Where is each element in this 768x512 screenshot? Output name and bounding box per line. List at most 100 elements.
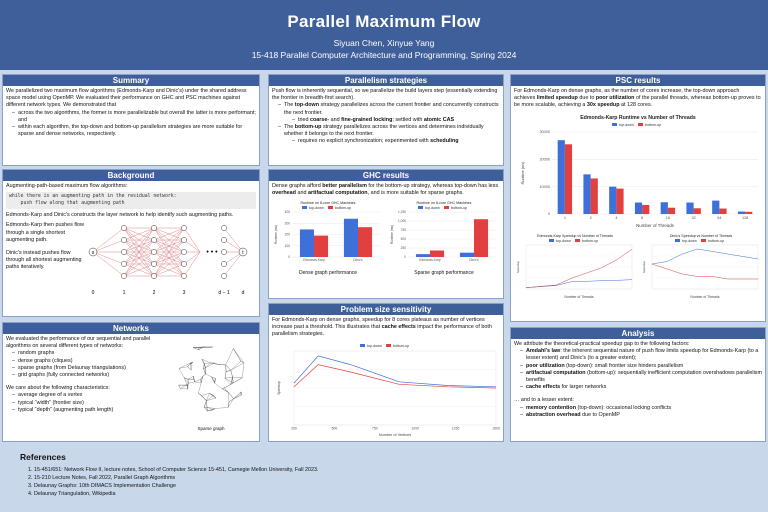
sparse-edge <box>233 348 245 363</box>
sparse-edge <box>178 368 185 378</box>
legend-label: bottom-up <box>645 123 661 127</box>
sparse-edge <box>179 366 188 369</box>
analysis-section: Analysis We attribute the theoretical-pr… <box>510 327 766 442</box>
layer-edge <box>153 228 185 253</box>
summary-heading: Summary <box>3 75 259 86</box>
bar-top-down <box>686 202 694 214</box>
sparse-edge <box>233 348 242 362</box>
layer-edge <box>123 228 155 277</box>
poster-course: 15-418 Parallel Computer Architecture an… <box>251 50 517 60</box>
node-t-label: t <box>242 250 244 256</box>
legend-label: top-down <box>556 239 571 243</box>
layer-edge <box>183 228 201 253</box>
layer-edge <box>153 264 185 277</box>
x-tick-label: 8 <box>641 215 643 219</box>
series-line-top-down <box>525 279 633 288</box>
strategy-bottom-up-detail: requires no explicit synchronization; ex… <box>292 138 500 145</box>
sparse-edge <box>202 373 206 377</box>
sparse-edge <box>240 361 244 363</box>
layer-edge <box>123 252 155 277</box>
sparse-edge <box>206 400 208 408</box>
x-tick-label: 1500 <box>492 426 500 430</box>
analysis-lesser-factor: abstraction overhead due to OpenMP <box>520 412 762 419</box>
sparse-edge <box>224 384 231 388</box>
sparse-edge <box>206 393 210 401</box>
sparse-edge <box>224 376 233 379</box>
y-tick-label: 0 <box>288 256 290 260</box>
x-tick-label: 16 <box>666 215 670 219</box>
networks-section: Networks We evaluated the performance of… <box>2 322 260 442</box>
x-tick-label: Dinic's <box>469 259 479 263</box>
layer-node <box>221 261 227 268</box>
legend-label: bottom-up <box>708 239 724 243</box>
x-axis-label: Number of Threads <box>690 295 719 299</box>
sparse-edge <box>206 397 216 401</box>
sparse-edge <box>222 387 225 389</box>
sparse-edge <box>190 363 192 371</box>
sparse-edge <box>200 379 202 383</box>
sparse-edge <box>230 376 233 385</box>
strategy-top-down: The top-down strategy parallelizes acros… <box>278 102 500 124</box>
reference-item: Delaunay Graphs: 10th DIMACS Implementat… <box>34 482 768 490</box>
bar-bottom-up <box>474 219 489 258</box>
bar-top-down <box>299 229 314 258</box>
network-characteristic: typical “width” (frontier size) <box>12 400 166 407</box>
layer-edge <box>123 240 155 277</box>
sparse-edge <box>193 346 204 348</box>
legend-label: top-down <box>425 206 440 210</box>
strategy-top-down-detail: tried coarse- and fine-grained locking; … <box>292 117 500 124</box>
layer-edge <box>123 228 155 241</box>
bar-top-down <box>660 201 668 214</box>
y-tick-label: 1,000 <box>398 220 406 224</box>
sparse-edge <box>189 362 193 364</box>
bar-top-down <box>415 254 430 258</box>
bar-bottom-up <box>642 204 650 214</box>
poster-title: Parallel Maximum Flow <box>287 12 481 31</box>
layer-label: d <box>242 290 245 296</box>
layer-edge <box>123 228 155 265</box>
layer-network-diagram: s t • • • 0 1 2 3 d − 1 d <box>88 225 248 296</box>
x-tick-label: 128 <box>742 215 748 219</box>
sparse-edge <box>183 377 189 384</box>
chart-title: Dinic's Speedup vs Number of Threads <box>670 234 733 238</box>
series-line-top-down <box>651 248 759 265</box>
bar-top-down <box>609 186 617 214</box>
layer-label: 1 <box>123 290 126 296</box>
x-axis-label: Number of Threads <box>636 223 675 228</box>
sparse-edge <box>198 392 202 396</box>
sparse-edge <box>230 377 243 385</box>
layer-node <box>221 273 227 280</box>
strategy-bottom-up: The bottom-up strategy parallelizes acro… <box>278 124 500 146</box>
references-heading: References <box>20 452 66 462</box>
analysis-lesser-factor: memory contention (top-down): occasional… <box>520 405 762 412</box>
psc-runtime-chart: Edmonds-Karp Runtime vs Number of Thread… <box>521 115 758 228</box>
chart-title: Edmonds-Karp Runtime vs Number of Thread… <box>580 115 696 121</box>
layer-edge <box>123 264 155 277</box>
y-axis-label: Speedup <box>516 260 520 272</box>
legend-label: bottom-up <box>582 239 598 243</box>
x-tick-label: 1 <box>564 215 566 219</box>
background-intro: Augmenting-path-based maximum flow algor… <box>6 183 128 189</box>
summary-section: Summary We parallelized two maximum flow… <box>2 74 260 166</box>
ghc-section: GHC results Dense graphs afford better p… <box>268 169 504 299</box>
sparse-edge <box>194 381 202 383</box>
poster-header: Parallel Maximum Flow Siyuan Chen, Xinyu… <box>0 0 768 70</box>
sparse-edge <box>201 376 203 383</box>
layer-edge <box>153 252 185 277</box>
layer-edge <box>183 240 201 253</box>
ghc-heading: GHC results <box>269 170 503 181</box>
sparse-edge <box>213 395 217 399</box>
sparse-edge <box>233 394 242 399</box>
layer-edge <box>92 240 125 253</box>
parallelism-heading: Parallelism strategies <box>269 75 503 86</box>
layer-node <box>121 273 127 280</box>
sparse-edge <box>187 363 191 367</box>
y-tick-label: 1,250 <box>398 211 406 215</box>
sparse-edge <box>180 388 188 390</box>
layer-edge <box>223 252 244 277</box>
bar-bottom-up <box>358 227 373 258</box>
psc-text: For Edmonds-Karp on dense graphs, as the… <box>514 88 761 109</box>
sparse-edge <box>203 363 205 369</box>
y-axis-label: Speedup <box>642 260 646 272</box>
